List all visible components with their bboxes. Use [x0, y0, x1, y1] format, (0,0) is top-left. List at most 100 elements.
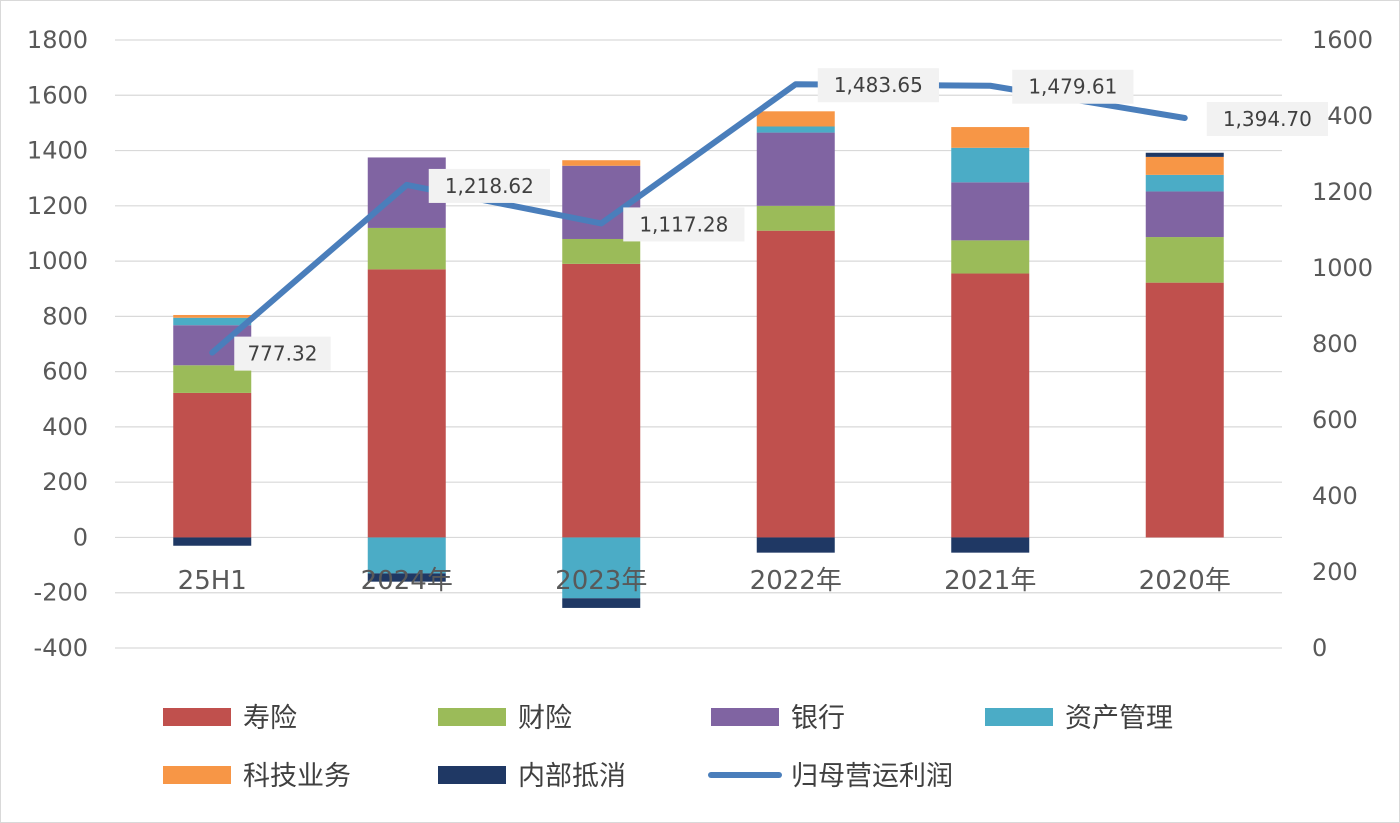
bar-segment — [951, 147, 1030, 183]
y-tick-label: 600 — [42, 358, 88, 386]
legend-label: 资产管理 — [1065, 703, 1173, 734]
bar-segment — [756, 111, 835, 127]
bar-segment — [173, 392, 252, 538]
legend-swatch — [163, 766, 231, 784]
bar-segment — [756, 132, 835, 206]
data-label: 777.32 — [234, 336, 331, 371]
line-point — [793, 82, 798, 87]
bar-segment — [1145, 282, 1224, 538]
data-label-box — [623, 207, 745, 242]
legend-swatch — [711, 708, 779, 726]
bar-segment — [1145, 174, 1224, 192]
bar-segment — [367, 537, 446, 574]
y2-tick-label: 800 — [1312, 330, 1358, 358]
line-point — [988, 83, 993, 88]
bar-segment — [173, 314, 252, 318]
data-label: 1,479.61 — [1012, 69, 1134, 104]
bar-segment — [951, 537, 1030, 553]
data-label-box — [817, 68, 939, 103]
y2-tick-label: 1600 — [1312, 26, 1373, 54]
bar-segment — [1145, 237, 1224, 283]
x-tick-label: 2023年 — [555, 566, 647, 596]
data-label: 1,218.62 — [428, 168, 550, 203]
data-label-box — [1012, 69, 1134, 104]
legend-item: 科技业务 — [163, 761, 351, 792]
data-label-text: 1,479.61 — [1028, 75, 1117, 99]
legend-item: 资产管理 — [985, 703, 1173, 734]
legend-item: 寿险 — [163, 703, 297, 734]
legend-item: 财险 — [438, 703, 572, 734]
bar-segment — [562, 598, 641, 608]
data-label-text: 1,394.70 — [1223, 107, 1312, 131]
bar-segment — [756, 126, 835, 133]
data-label-text: 1,218.62 — [445, 174, 534, 198]
y-tick-label: 1000 — [27, 247, 88, 275]
legend-label: 科技业务 — [243, 761, 351, 792]
data-label-text: 1,483.65 — [834, 73, 923, 97]
bar-segment — [367, 573, 446, 582]
y-tick-label: 800 — [42, 302, 88, 330]
data-label: 1,117.28 — [623, 207, 745, 242]
x-tick-label: 2020年 — [1139, 566, 1231, 596]
legend-swatch — [438, 766, 506, 784]
bar-segment — [562, 537, 641, 599]
x-tick-label: 2022年 — [750, 566, 842, 596]
legend-item: 归母营运利润 — [708, 761, 953, 792]
bar-segment — [367, 227, 446, 270]
y2-tick-label: 400 — [1312, 482, 1358, 510]
bar-segment — [951, 273, 1030, 538]
y-tick-label: 1200 — [27, 192, 88, 220]
bar-segment — [951, 182, 1030, 241]
bar-segment — [1145, 152, 1224, 157]
bar-segment — [756, 537, 835, 553]
x-tick-label: 2021年 — [944, 566, 1036, 596]
legend-swatch — [985, 708, 1053, 726]
line-point — [404, 182, 409, 187]
y-tick-label: -200 — [34, 579, 88, 607]
bar-segment — [367, 269, 446, 538]
legend-label: 财险 — [518, 703, 572, 734]
data-label-text: 1,117.28 — [639, 212, 728, 236]
y2-tick-label: 200 — [1312, 558, 1358, 586]
bar-segment — [1145, 191, 1224, 238]
legend-item: 银行 — [711, 703, 845, 734]
y-tick-label: 200 — [42, 468, 88, 496]
bar-segment — [756, 205, 835, 231]
x-tick-label: 25H1 — [178, 566, 247, 596]
bar-segment — [562, 238, 641, 264]
line-point — [599, 221, 604, 226]
data-label: 1,483.65 — [817, 68, 939, 103]
legend-swatch — [438, 708, 506, 726]
legend-label: 银行 — [791, 703, 845, 734]
bar-segment — [173, 317, 252, 326]
legend-label: 归母营运利润 — [791, 761, 953, 792]
y2-tick-label: 0 — [1312, 634, 1327, 662]
bar-segment — [951, 240, 1030, 274]
y-tick-label: -400 — [34, 634, 88, 662]
y-tick-label: 1600 — [27, 81, 88, 109]
data-label-box — [234, 336, 331, 371]
data-label-text: 777.32 — [247, 342, 317, 366]
x-tick-label: 2024年 — [361, 566, 453, 596]
data-label-box — [1206, 102, 1328, 137]
y2-tick-label: 1000 — [1312, 254, 1373, 282]
bar-segment — [1145, 156, 1224, 175]
y-tick-label: 1800 — [27, 26, 88, 54]
legend-label: 内部抵消 — [518, 761, 626, 792]
line-point — [1182, 116, 1187, 121]
bar-segment — [562, 263, 641, 538]
y2-tick-label: 1200 — [1312, 178, 1373, 206]
bar-segment — [173, 537, 252, 546]
legend-label: 寿险 — [243, 703, 297, 734]
y2-tick-label: 600 — [1312, 406, 1358, 434]
data-label-box — [428, 168, 550, 203]
bar-segment — [562, 160, 641, 166]
legend-item: 内部抵消 — [438, 761, 626, 792]
data-label: 1,394.70 — [1206, 102, 1328, 137]
y-tick-label: 400 — [42, 413, 88, 441]
line-point — [210, 350, 215, 355]
bar-segment — [756, 230, 835, 538]
bar-segment — [951, 127, 1030, 148]
y-tick-label: 1400 — [27, 137, 88, 165]
